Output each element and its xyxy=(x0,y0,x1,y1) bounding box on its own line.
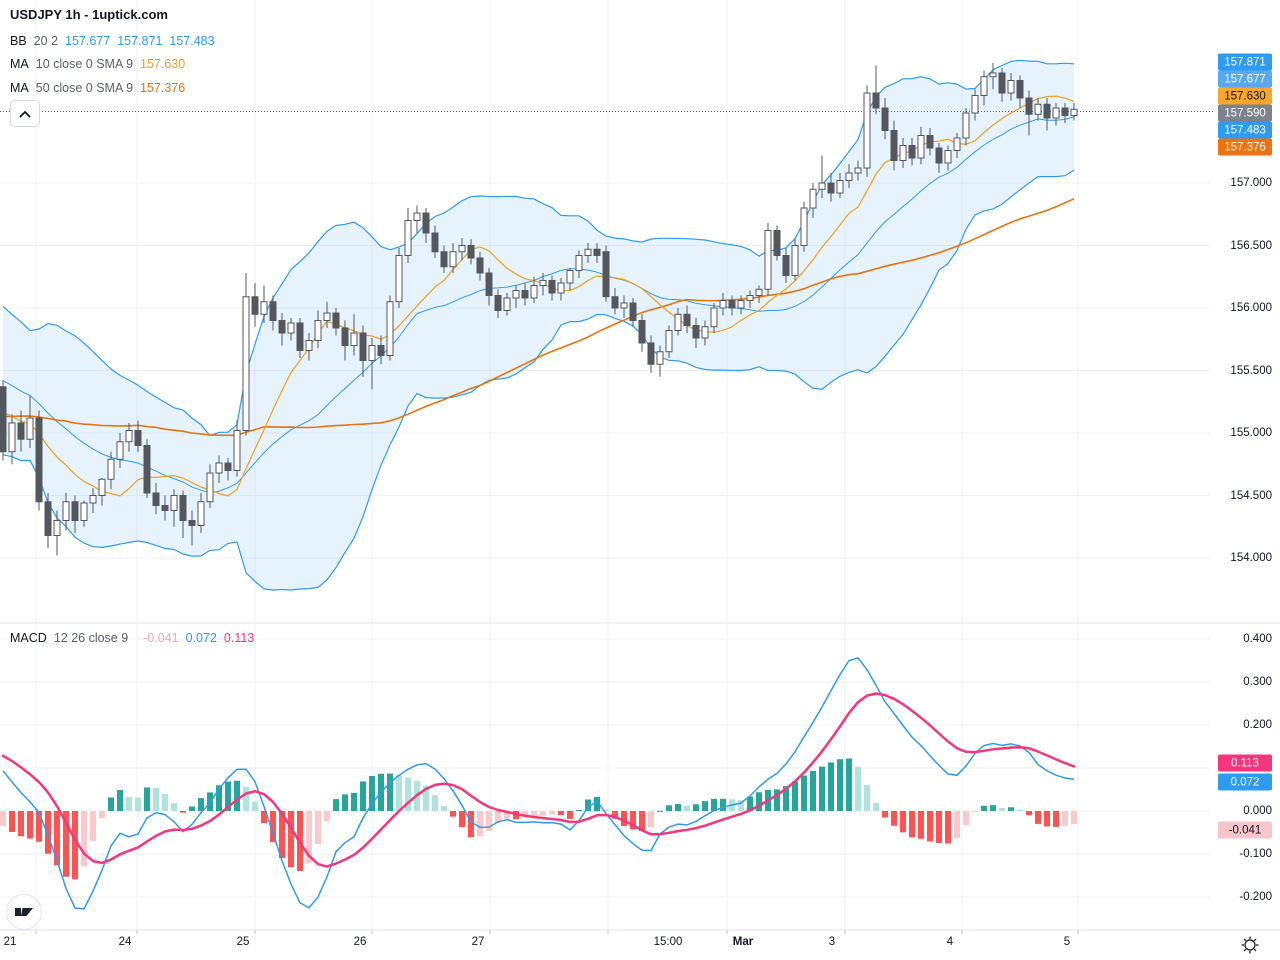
macd-tick-label: 0.400 xyxy=(1243,633,1272,645)
ma50-params: 50 close 0 SMA 9 xyxy=(35,81,134,95)
price-tick-label: 157.000 xyxy=(1230,177,1272,189)
macd-label: MACD xyxy=(10,631,47,645)
chevron-up-icon xyxy=(19,110,31,117)
bb-upper-value: 157.871 xyxy=(117,34,163,48)
chart-settings-button[interactable] xyxy=(1240,935,1260,955)
ma10-params: 10 close 0 SMA 9 xyxy=(35,57,134,71)
macd-tick-label: 0.300 xyxy=(1243,676,1272,688)
macd-signal-value: 0.113 xyxy=(223,631,255,645)
tradingview-logo-icon xyxy=(15,908,33,916)
ma10-value: 157.630 xyxy=(140,57,186,71)
time-label: 25 xyxy=(236,936,250,948)
ma50-label: MA xyxy=(10,81,29,95)
collapse-pane-button[interactable] xyxy=(10,100,40,127)
time-label: 3 xyxy=(828,936,836,948)
bb-lower-value: 157.483 xyxy=(169,34,215,48)
indicator-row-ma10[interactable]: MA 10 close 0 SMA 9 157.630 xyxy=(10,57,185,71)
ma10-label: MA xyxy=(10,57,29,71)
time-label: 15:00 xyxy=(653,936,683,948)
price-badge: 157.483 xyxy=(1218,121,1272,139)
indicator-row-bb[interactable]: BB 20 2 157.677 157.871 157.483 xyxy=(10,34,215,48)
macd-tick-label: -0.100 xyxy=(1239,848,1272,860)
time-label: 4 xyxy=(946,936,954,948)
price-tick-label: 154.000 xyxy=(1230,552,1272,564)
indicator-row-ma50[interactable]: MA 50 close 0 SMA 9 157.376 xyxy=(10,81,185,95)
macd-tick-label: 0.000 xyxy=(1243,805,1272,817)
macd-params: 12 26 close 9 xyxy=(53,631,129,645)
price-tick-label: 155.500 xyxy=(1230,364,1272,377)
macd-tick-label: -0.200 xyxy=(1239,891,1272,903)
bb-basis-value: 157.677 xyxy=(65,34,111,48)
bb-label: BB xyxy=(10,34,27,48)
macd-badge: 0.113 xyxy=(1218,754,1272,772)
price-tick-label: 155.000 xyxy=(1230,427,1272,439)
macd-line-value: 0.072 xyxy=(185,631,217,645)
time-label: 5 xyxy=(1063,936,1071,948)
time-axis[interactable] xyxy=(0,930,1280,960)
price-badge: 157.677 xyxy=(1218,70,1272,88)
price-tick-label: 156.500 xyxy=(1230,239,1272,252)
price-badge: 157.630 xyxy=(1218,87,1272,105)
macd-badge: 0.072 xyxy=(1218,773,1272,791)
macd-badge: -0.041 xyxy=(1218,821,1272,839)
price-badge: 157.590 xyxy=(1218,104,1272,122)
indicator-row-macd[interactable]: MACD 12 26 close 9 -0.041 0.072 0.113 xyxy=(10,631,254,645)
time-label: Mar xyxy=(732,936,754,948)
price-badge: 157.871 xyxy=(1218,53,1272,71)
macd-hist-value: -0.041 xyxy=(143,631,179,645)
bb-params: 20 2 xyxy=(33,34,59,48)
time-label: 21 xyxy=(3,936,17,948)
price-tick-label: 156.000 xyxy=(1230,302,1272,314)
time-label: 26 xyxy=(353,936,367,948)
gear-icon xyxy=(1241,936,1259,954)
price-badge: 157.376 xyxy=(1218,138,1272,156)
macd-tick-label: 0.200 xyxy=(1243,719,1272,731)
time-label: 24 xyxy=(118,936,132,948)
tradingview-logo[interactable] xyxy=(6,894,42,930)
price-tick-label: 154.500 xyxy=(1230,489,1272,502)
time-label: 27 xyxy=(471,936,485,948)
ma50-value: 157.376 xyxy=(140,81,186,95)
symbol-title[interactable]: USDJPY 1h - 1uptick.com xyxy=(10,7,168,22)
